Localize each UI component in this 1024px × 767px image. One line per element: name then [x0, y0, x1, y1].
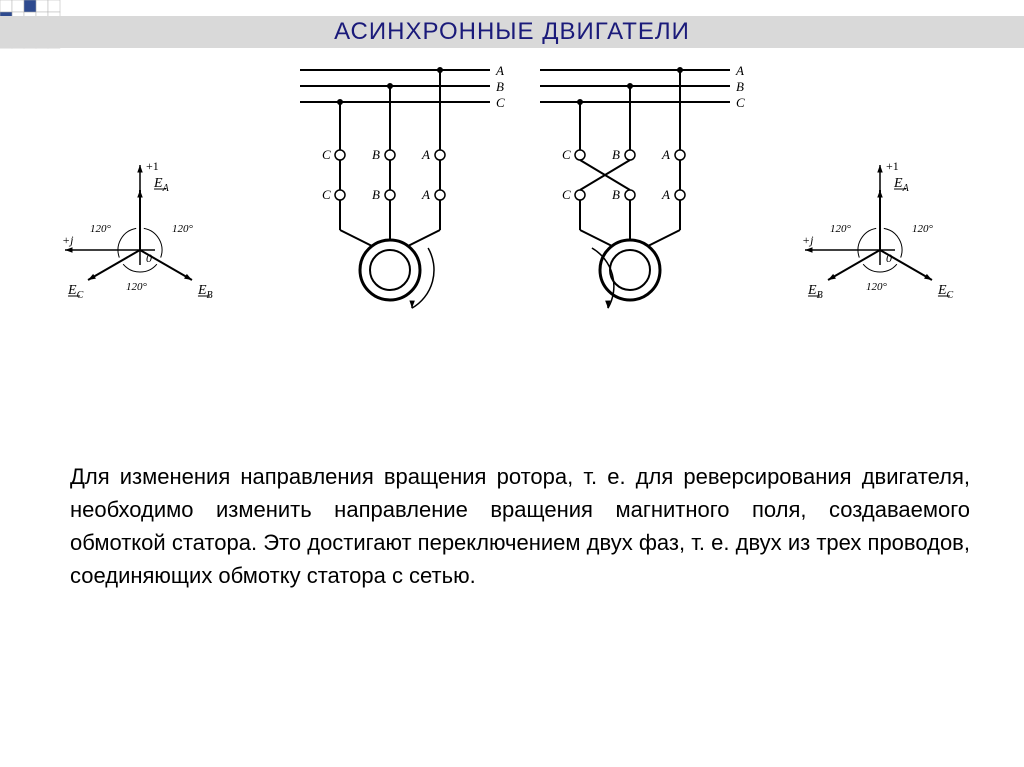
svg-text:C: C — [562, 187, 571, 202]
svg-text:EA: EA — [153, 176, 170, 194]
svg-text:B: B — [372, 147, 380, 162]
svg-text:+1: +1 — [146, 159, 159, 173]
svg-text:A: A — [495, 63, 504, 78]
svg-text:C: C — [496, 95, 505, 110]
svg-text:B: B — [372, 187, 380, 202]
svg-text:A: A — [421, 187, 430, 202]
svg-text:B: B — [612, 187, 620, 202]
svg-text:A: A — [735, 63, 744, 78]
svg-text:B: B — [612, 147, 620, 162]
svg-text:+1: +1 — [886, 159, 899, 173]
svg-text:EC: EC — [67, 283, 84, 301]
svg-text:120°: 120° — [866, 281, 888, 293]
svg-text:120°: 120° — [912, 223, 934, 235]
svg-text:120°: 120° — [172, 223, 194, 235]
svg-text:C: C — [562, 147, 571, 162]
svg-text:C: C — [736, 95, 745, 110]
svg-text:EC: EC — [937, 283, 954, 301]
svg-text:EA: EA — [893, 176, 910, 194]
svg-text:C: C — [322, 147, 331, 162]
svg-text:EB: EB — [807, 283, 823, 301]
svg-text:B: B — [736, 79, 744, 94]
svg-text:120°: 120° — [830, 223, 852, 235]
svg-text:120°: 120° — [90, 223, 112, 235]
svg-text:A: A — [421, 147, 430, 162]
svg-text:C: C — [322, 187, 331, 202]
svg-text:A: A — [661, 187, 670, 202]
svg-text:+j: +j — [802, 233, 814, 247]
page-title: АСИНХРОННЫЕ ДВИГАТЕЛИ — [0, 16, 1024, 48]
svg-text:A: A — [661, 147, 670, 162]
svg-text:EB: EB — [197, 283, 213, 301]
diagram-area: +1+j0EAEBEC120°120°120°+1+j0EAECEB120°12… — [0, 60, 1024, 370]
svg-text:B: B — [496, 79, 504, 94]
body-paragraph: Для изменения направления вращения ротор… — [70, 460, 970, 592]
svg-text:+j: +j — [62, 233, 74, 247]
svg-text:120°: 120° — [126, 281, 148, 293]
